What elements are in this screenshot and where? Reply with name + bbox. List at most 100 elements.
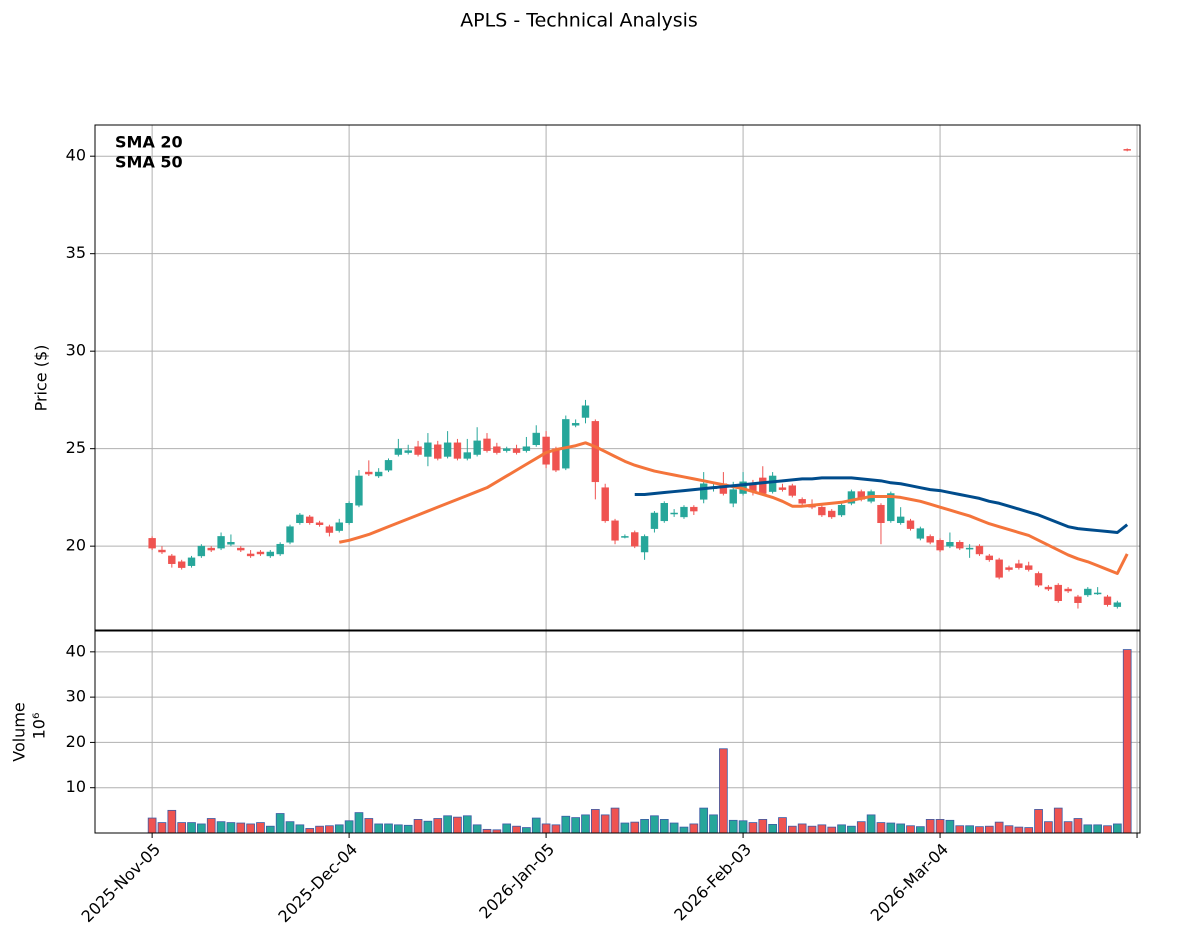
volume-bar <box>1044 821 1053 834</box>
volume-bar <box>285 821 295 834</box>
candle-body <box>847 491 856 504</box>
candle-body <box>414 446 422 455</box>
volume-bar <box>719 748 728 834</box>
volume-bar <box>551 824 561 834</box>
volume-bar <box>728 819 738 834</box>
candle-body <box>985 555 994 561</box>
candle-body <box>670 512 678 515</box>
candle-body <box>502 448 511 451</box>
y-tick-label: 30 <box>66 341 86 360</box>
candle-body <box>483 438 491 451</box>
candle-body <box>837 504 846 516</box>
volume-bar <box>709 814 718 834</box>
candle-body <box>946 542 954 547</box>
volume-bar <box>610 807 620 834</box>
volume-bar <box>1014 826 1024 834</box>
volume-bar <box>364 818 374 834</box>
candle-body <box>601 487 609 522</box>
candle-body <box>512 448 521 453</box>
candle-body <box>1015 563 1023 568</box>
candle-body <box>315 522 324 525</box>
candle-body <box>158 549 166 553</box>
candle-body <box>296 514 304 524</box>
volume-bar <box>256 822 265 834</box>
candle-body <box>1034 573 1043 586</box>
candle-body <box>1005 567 1013 570</box>
volume-bar <box>443 815 452 834</box>
x-tick-label: 2026-Mar-04 <box>867 840 952 925</box>
x-tick-label: 2025-Dec-04 <box>274 840 361 927</box>
volume-bar <box>561 815 571 834</box>
candle-body <box>798 499 806 504</box>
candle-body <box>1025 565 1033 570</box>
volume-bar <box>354 812 364 834</box>
candle-body <box>197 545 206 557</box>
volume-bar <box>866 814 876 834</box>
volume-y-tick-label: 40 <box>66 641 86 660</box>
candle-body <box>621 536 629 538</box>
volume-bar <box>581 814 590 834</box>
volume-bar <box>403 824 413 834</box>
volume-bar <box>906 825 915 834</box>
volume-bar <box>394 824 403 834</box>
candle-body <box>877 504 885 524</box>
candle-body <box>306 516 314 524</box>
candle-body <box>916 528 925 539</box>
volume-bar <box>837 824 846 834</box>
y-tick-label: 35 <box>66 243 86 262</box>
volume-bar <box>167 809 177 834</box>
candle-body <box>424 442 432 457</box>
volume-bar <box>1113 823 1122 834</box>
volume-bar <box>620 822 630 834</box>
candle-body <box>562 419 570 469</box>
candle-body <box>227 542 235 545</box>
volume-bar <box>1083 824 1093 834</box>
volume-bar <box>689 823 699 834</box>
candle-body <box>818 506 826 516</box>
candle-body <box>581 405 590 418</box>
volume-bar <box>275 813 285 834</box>
volume-bar <box>669 822 679 834</box>
volume-bar <box>630 821 640 834</box>
candle-body <box>965 547 974 550</box>
volume-bar <box>315 825 324 834</box>
x-tick-label: 2026-Feb-03 <box>670 840 755 925</box>
candle-body <box>532 432 540 446</box>
volume-bar <box>856 821 866 834</box>
volume-bar <box>640 819 649 834</box>
volume-bar <box>659 819 669 834</box>
candle-body <box>335 522 343 531</box>
volume-bar <box>975 826 984 834</box>
volume-bar <box>778 817 787 834</box>
candle-body <box>148 538 156 549</box>
volume-bar <box>699 807 709 834</box>
volume-bar <box>916 826 925 834</box>
candle-body <box>434 444 442 459</box>
y-tick-label: 20 <box>66 536 86 555</box>
candle-body <box>177 561 186 568</box>
volume-bar <box>925 819 935 834</box>
x-tick-label: 2025-Nov-05 <box>78 840 165 927</box>
volume-bar <box>787 825 797 834</box>
candle-body <box>828 510 836 518</box>
volume-bar <box>433 818 443 834</box>
candle-body <box>246 553 255 557</box>
candle-body <box>729 489 737 504</box>
candle-body <box>187 557 196 566</box>
volume-bar <box>955 825 965 834</box>
candle-body <box>256 551 265 555</box>
volume-bar <box>187 822 196 834</box>
candle-body <box>611 520 619 541</box>
candle-body <box>1044 586 1053 590</box>
volume-bar <box>541 823 551 834</box>
volume-bar <box>758 819 768 834</box>
volume-bar <box>1004 825 1014 834</box>
volume-bar <box>423 820 433 834</box>
candle-body <box>443 442 452 457</box>
candle-body <box>286 526 294 543</box>
candle-body <box>237 547 245 551</box>
volume-bar <box>886 822 896 834</box>
candle-body <box>374 471 383 477</box>
volume-bar <box>226 822 236 834</box>
